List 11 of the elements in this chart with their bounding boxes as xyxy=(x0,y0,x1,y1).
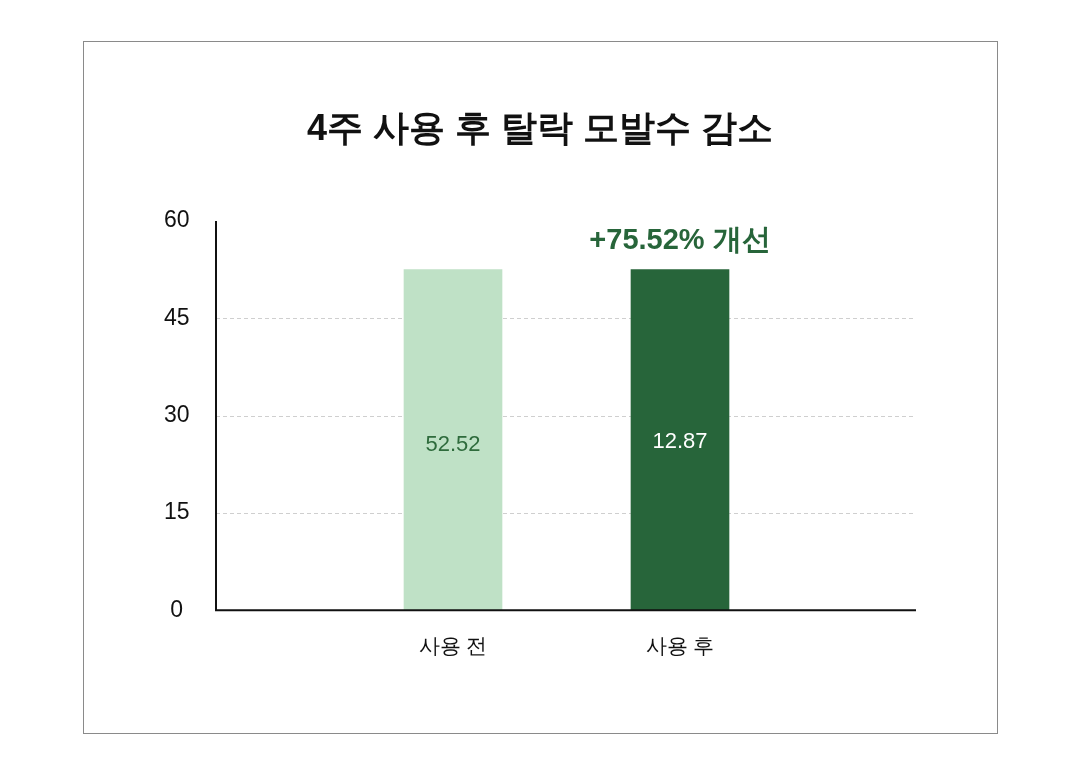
annotation: +75.52% 개선 xyxy=(589,222,771,255)
data-label: 52.52 xyxy=(425,430,481,456)
y-tick-label: 30 xyxy=(163,400,190,427)
annotation: 12.87 xyxy=(652,427,708,453)
chart-title: 4주 사용 후 탈락 모발수 감소 xyxy=(306,106,774,150)
x-tick-label: 사용 전 xyxy=(418,633,488,657)
y-tick-label: 15 xyxy=(163,498,190,525)
x-tick-label: 사용 후 xyxy=(645,633,715,657)
y-tick-label: 45 xyxy=(163,303,190,330)
y-tick-label: 0 xyxy=(170,595,184,622)
y-tick-label: 60 xyxy=(163,206,190,233)
